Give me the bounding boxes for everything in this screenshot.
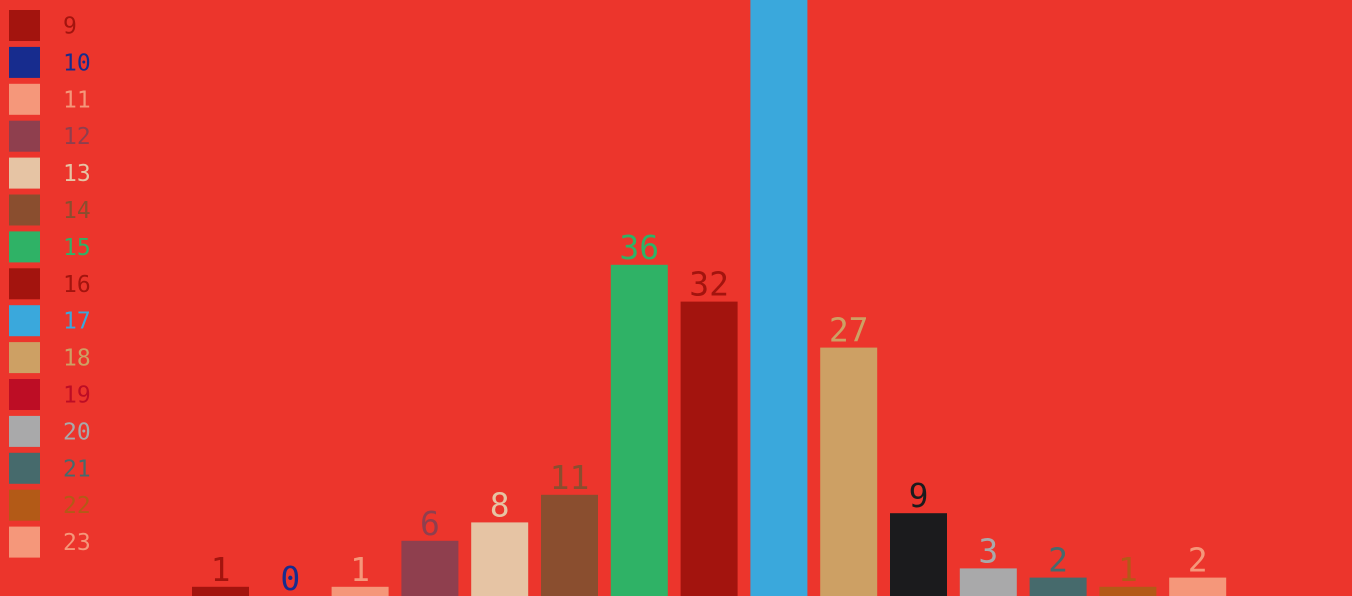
legend-swatch: [9, 342, 40, 374]
legend-item: 16: [9, 268, 91, 300]
bar-value-label: 11: [550, 458, 590, 497]
bar-value-label: 2: [1188, 541, 1208, 580]
bar: [401, 540, 459, 596]
legend-label: 17: [63, 309, 91, 335]
legend-item: 10: [9, 46, 91, 78]
legend-label: 19: [63, 383, 91, 409]
legend-item: 12: [9, 120, 91, 152]
bar: [820, 347, 878, 596]
legend-item: 20: [9, 415, 91, 447]
bar-value-label: 3: [978, 531, 998, 570]
legend-swatch: [9, 194, 40, 226]
bar: [192, 586, 249, 596]
bar-value-label: 1: [211, 550, 231, 589]
legend: 9 10 11 12 13 14 15 16 17 18 19 20 21 22 23: [9, 10, 91, 558]
legend-item: 9: [9, 10, 77, 41]
bar: [750, 0, 808, 596]
legend-label: 21: [63, 456, 91, 482]
legend-swatch: [9, 526, 40, 558]
legend-label: 14: [63, 198, 91, 224]
bar-value-label: 8: [490, 485, 510, 524]
legend-label: 16: [63, 272, 91, 298]
legend-swatch: [9, 120, 40, 152]
legend-label: 22: [63, 493, 91, 519]
legend-item: 19: [9, 379, 91, 410]
legend-label: 10: [63, 50, 91, 76]
legend-swatch: [9, 157, 40, 189]
legend-swatch: [9, 268, 40, 300]
bar-value-label: 6: [420, 504, 440, 543]
bar-value-label: 32: [689, 265, 729, 304]
bar: [331, 586, 389, 596]
legend-item: 18: [9, 342, 91, 374]
legend-item: 22: [9, 489, 91, 521]
bar-value-label: 1: [1118, 550, 1138, 589]
bar-value-label: 9: [909, 476, 929, 515]
bar: [1099, 586, 1157, 596]
legend-label: 20: [63, 419, 91, 445]
bar-value-label: 2: [1048, 541, 1068, 580]
bar: [541, 494, 598, 596]
legend-item: 17: [9, 305, 91, 337]
legend-label: 18: [63, 346, 91, 372]
bar: [471, 522, 529, 596]
bar-value-label: 0: [280, 559, 300, 596]
bar-value-label: 27: [829, 311, 869, 350]
legend-swatch: [9, 10, 40, 41]
bar: [1169, 577, 1227, 596]
legend-item: 13: [9, 157, 91, 189]
legend-item: 23: [9, 526, 91, 558]
legend-label: 13: [63, 161, 91, 187]
legend-item: 11: [9, 83, 91, 115]
legend-swatch: [9, 379, 40, 410]
bar-value-label: 36: [619, 228, 659, 267]
legend-label: 11: [63, 87, 91, 113]
legend-swatch: [9, 231, 40, 263]
legend-swatch: [9, 415, 40, 447]
bar: [890, 513, 947, 596]
bar: [1029, 577, 1087, 596]
legend-swatch: [9, 489, 40, 521]
legend-label: 23: [63, 530, 91, 556]
legend-label: 15: [63, 235, 91, 261]
legend-swatch: [9, 452, 40, 484]
legend-item: 14: [9, 194, 91, 226]
legend-swatch: [9, 83, 40, 115]
legend-item: 21: [9, 452, 91, 484]
bar: [610, 264, 668, 596]
legend-label: 9: [63, 14, 77, 40]
bar: [680, 301, 738, 596]
legend-swatch: [9, 305, 40, 337]
bar-value-label: 1: [350, 550, 370, 589]
legend-swatch: [9, 46, 40, 78]
legend-item: 15: [9, 231, 91, 263]
bar: [959, 568, 1017, 596]
legend-label: 12: [63, 124, 91, 150]
